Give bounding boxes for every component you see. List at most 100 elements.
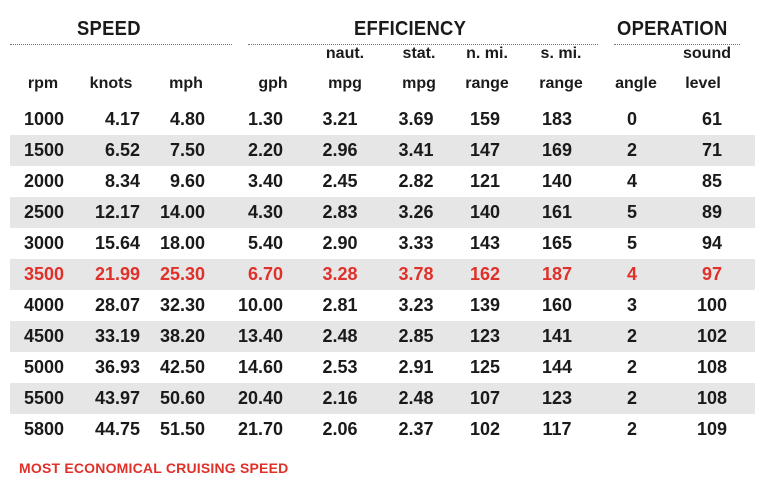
header-top-sound: sound [683, 45, 731, 62]
cell-smi-range: 144 [541, 357, 573, 377]
cell-knots: 8.34 [104, 171, 140, 191]
cell-knots: 15.64 [94, 233, 140, 253]
cell-knots: 4.17 [104, 109, 140, 129]
header-mph: mph [169, 75, 203, 92]
cell-mph: 18.00 [159, 233, 205, 253]
table-body: 1000 4.17 4.80 1.30 3.21 3.69 159 183 0 61 1500 6.5… [10, 104, 755, 445]
header-top-stat: stat. [402, 45, 436, 62]
cell-stat-mpg: 2.82 [398, 171, 434, 191]
cell-nmi-range: 121 [469, 171, 501, 191]
cell-rpm: 5800 [23, 419, 65, 439]
footnote-most-economical: MOST ECONOMICAL CRUISING SPEED [19, 460, 289, 476]
cell-angle: 0 [626, 109, 637, 129]
cell-nmi-range: 123 [451, 321, 519, 352]
cell-smi-range: 123 [519, 383, 595, 414]
cell-stat-mpg: 3.26 [381, 197, 451, 228]
cell-gph: 5.40 [247, 233, 283, 253]
cell-knots: 43.97 [78, 383, 148, 414]
cell-mph: 25.30 [148, 259, 223, 290]
cell-angle: 2 [595, 321, 669, 352]
cell-mph: 50.60 [148, 383, 223, 414]
cell-rpm: 2000 [23, 171, 65, 191]
table-row: 1000 4.17 4.80 1.30 3.21 3.69 159 183 0 61 [10, 104, 755, 135]
cell-stat-mpg: 3.33 [398, 233, 434, 253]
cell-sound-level: 61 [701, 109, 723, 129]
cell-sound-level: 100 [696, 295, 728, 315]
cell-rpm: 5000 [23, 357, 65, 377]
cell-nmi-range: 143 [469, 233, 501, 253]
cell-nmi-range: 162 [451, 259, 519, 290]
header-naut-mpg: mpg [328, 75, 362, 92]
cell-sound-level: 108 [669, 383, 755, 414]
cell-mph: 42.50 [159, 357, 205, 377]
cell-sound-level: 102 [669, 321, 755, 352]
cell-mph: 14.00 [148, 197, 223, 228]
cell-gph: 3.40 [247, 171, 283, 191]
cell-nmi-range: 102 [469, 419, 501, 439]
cell-gph: 14.60 [237, 357, 283, 377]
table-row: 5500 43.97 50.60 20.40 2.16 2.48 107 123 2 108 [10, 383, 755, 414]
cell-angle: 4 [595, 259, 669, 290]
group-header-speed: SPEED [77, 18, 141, 40]
cell-naut-mpg: 3.28 [299, 259, 381, 290]
cell-gph: 2.20 [223, 135, 299, 166]
cell-naut-mpg: 2.81 [322, 295, 358, 315]
cell-sound-level: 108 [696, 357, 728, 377]
cell-naut-mpg: 2.83 [299, 197, 381, 228]
cell-smi-range: 140 [541, 171, 573, 191]
table-row-highlighted: 3500 21.99 25.30 6.70 3.28 3.78 162 187 4 97 [10, 259, 755, 290]
cell-stat-mpg: 3.78 [381, 259, 451, 290]
cell-knots: 36.93 [94, 357, 140, 377]
header-top-naut: naut. [325, 45, 365, 62]
cell-naut-mpg: 2.48 [299, 321, 381, 352]
header-top-nmi: n. mi. [466, 45, 508, 62]
cell-gph: 13.40 [223, 321, 299, 352]
efficiency-group-underline [248, 44, 598, 45]
cell-mph: 32.30 [159, 295, 205, 315]
cell-gph: 4.30 [223, 197, 299, 228]
cell-nmi-range: 159 [469, 109, 501, 129]
cell-knots: 12.17 [78, 197, 148, 228]
header-sound-level: level [685, 75, 721, 92]
cell-naut-mpg: 2.16 [299, 383, 381, 414]
cell-sound-level: 109 [696, 419, 728, 439]
operation-group-underline [614, 44, 740, 45]
cell-knots: 44.75 [94, 419, 140, 439]
cell-smi-range: 141 [519, 321, 595, 352]
table-row: 3000 15.64 18.00 5.40 2.90 3.33 143 165 5 94 [10, 228, 755, 259]
cell-angle: 2 [626, 357, 637, 377]
header-rpm: rpm [27, 75, 59, 92]
cell-rpm: 1000 [23, 109, 65, 129]
cell-sound-level: 97 [669, 259, 755, 290]
cell-mph: 38.20 [148, 321, 223, 352]
cell-smi-range: 183 [541, 109, 573, 129]
cell-mph: 7.50 [148, 135, 223, 166]
cell-naut-mpg: 2.53 [322, 357, 358, 377]
cell-nmi-range: 107 [451, 383, 519, 414]
cell-nmi-range: 147 [451, 135, 519, 166]
cell-nmi-range: 139 [469, 295, 501, 315]
cell-knots: 21.99 [78, 259, 148, 290]
cell-knots: 33.19 [78, 321, 148, 352]
cell-rpm: 4000 [23, 295, 65, 315]
table-row: 2500 12.17 14.00 4.30 2.83 3.26 140 161 5 89 [10, 197, 755, 228]
cell-smi-range: 165 [541, 233, 573, 253]
cell-sound-level: 71 [669, 135, 755, 166]
cell-angle: 3 [626, 295, 637, 315]
cell-angle: 5 [595, 197, 669, 228]
header-knots: knots [89, 75, 133, 92]
cell-knots: 6.52 [78, 135, 148, 166]
header-smi-range: range [539, 75, 583, 92]
cell-stat-mpg: 2.91 [398, 357, 434, 377]
cell-rpm: 2500 [10, 197, 78, 228]
header-nmi-range: range [465, 75, 509, 92]
cell-gph: 10.00 [237, 295, 283, 315]
cell-angle: 2 [626, 419, 637, 439]
header-gph: gph [258, 75, 288, 92]
cell-rpm: 5500 [10, 383, 78, 414]
table-row: 5000 36.93 42.50 14.60 2.53 2.91 125 144 2 108 [10, 352, 755, 383]
table-row: 5800 44.75 51.50 21.70 2.06 2.37 102 117 2 109 [10, 414, 755, 445]
cell-smi-range: 187 [519, 259, 595, 290]
cell-gph: 21.70 [237, 419, 283, 439]
cell-naut-mpg: 2.06 [322, 419, 358, 439]
